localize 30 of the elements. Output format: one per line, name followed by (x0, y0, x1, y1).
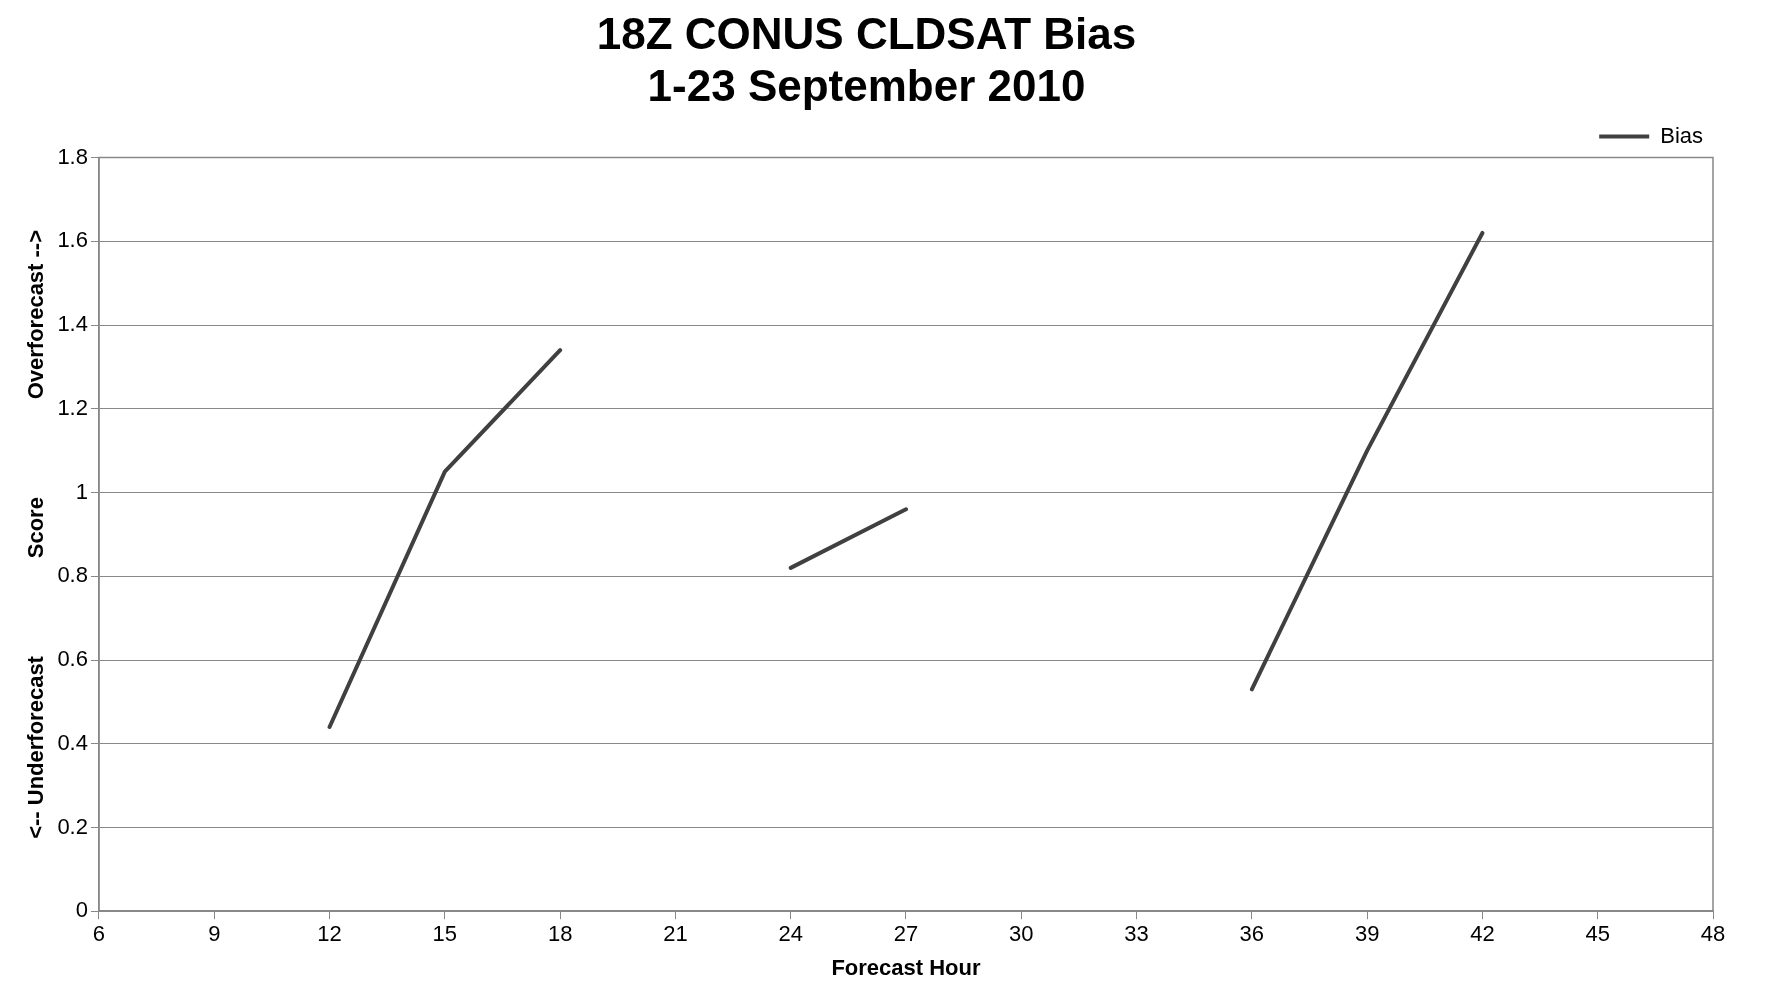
y-axis-title: <-- Underforecast Score Overforecast --> (23, 229, 49, 839)
x-tick-label: 33 (1124, 921, 1149, 947)
x-tick-label: 15 (432, 921, 458, 947)
x-tick-label: 48 (1700, 921, 1726, 947)
x-tick-label: 12 (317, 921, 342, 947)
y-tick-label: 0.4 (57, 729, 88, 755)
x-axis-title: Forecast Hour (831, 954, 981, 980)
y-tick-label: 0 (75, 897, 88, 923)
y-tick-label: 0.8 (57, 562, 88, 588)
x-tick-label: 45 (1585, 921, 1610, 947)
legend-label: Bias (1660, 122, 1703, 148)
text: 1-23 September 2010 (647, 61, 1086, 111)
x-tick-label: 42 (1470, 921, 1495, 947)
y-tick-label: 1.2 (57, 394, 88, 420)
x-tick-label: 30 (1009, 921, 1034, 947)
y-tick-label: 0.2 (57, 813, 88, 839)
y-tick-label: 1.8 (57, 143, 88, 169)
y-tick-label: 0.6 (57, 646, 88, 672)
y-tick-label: 1.6 (57, 227, 88, 253)
x-tick-label: 39 (1354, 921, 1380, 947)
x-tick-label: 24 (778, 921, 803, 947)
y-tick-label: 1.4 (57, 311, 88, 337)
x-tick-label: 27 (893, 921, 919, 947)
text: 18Z CONUS CLDSAT Bias (596, 8, 1137, 58)
x-tick-label: 36 (1239, 921, 1265, 947)
x-tick-label: 6 (92, 921, 106, 947)
y-tick-label: 1 (75, 478, 88, 504)
x-tick-label: 9 (208, 921, 221, 947)
x-tick-label: 21 (663, 921, 688, 947)
x-tick-label: 18 (547, 921, 573, 947)
